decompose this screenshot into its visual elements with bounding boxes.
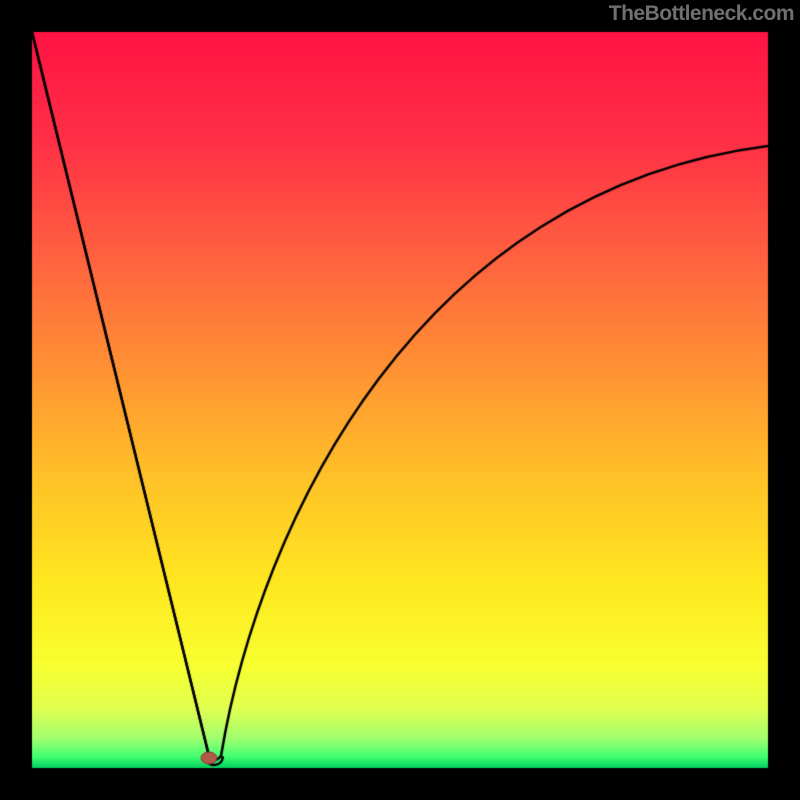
bottleneck-chart-canvas <box>0 0 800 800</box>
watermark-text: TheBottleneck.com <box>609 2 794 26</box>
chart-container: TheBottleneck.com <box>0 0 800 800</box>
